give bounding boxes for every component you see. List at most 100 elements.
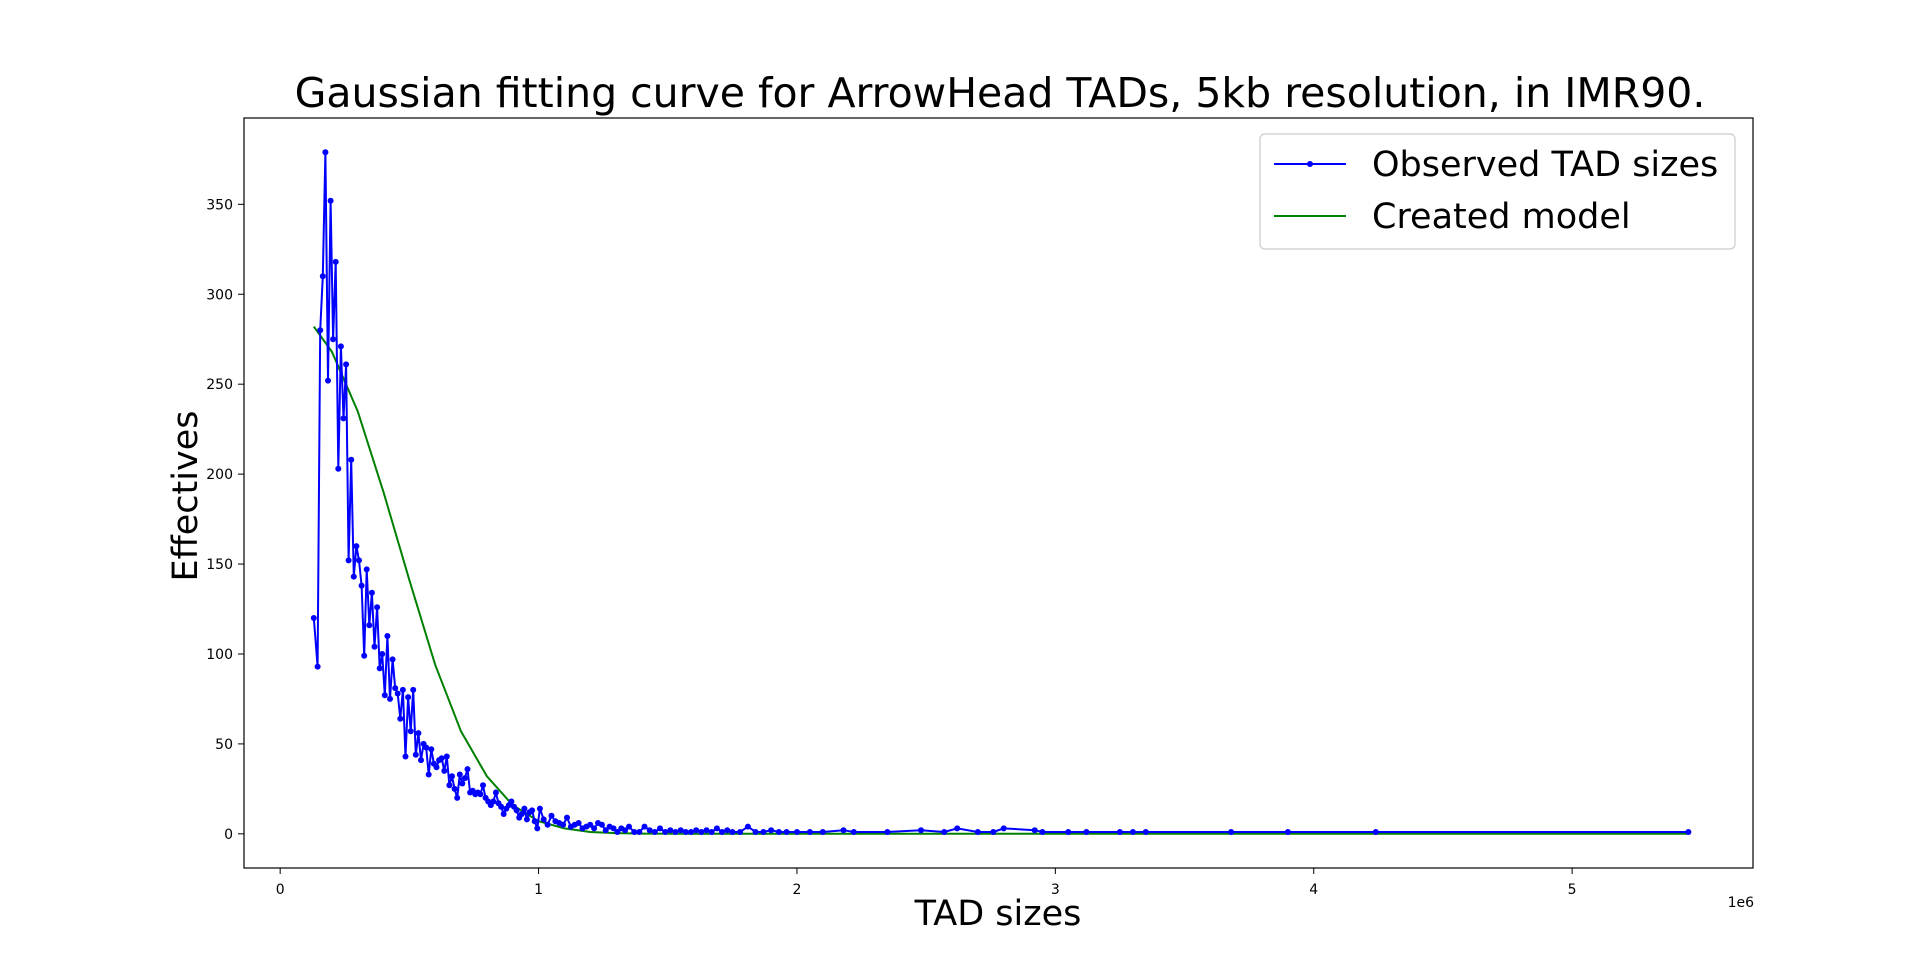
- data-point-observed: [534, 825, 541, 832]
- data-point-observed: [387, 695, 393, 702]
- x-tick-label: 0: [276, 882, 285, 898]
- data-point-observed: [508, 798, 515, 805]
- data-point-observed: [389, 656, 396, 663]
- data-point-observed: [492, 789, 499, 796]
- data-point-observed: [1039, 829, 1046, 835]
- data-point-observed: [682, 829, 689, 835]
- data-point-observed: [384, 633, 391, 639]
- data-point-observed: [418, 757, 424, 764]
- y-tick-label: 150: [206, 557, 233, 573]
- data-point-observed: [415, 730, 422, 737]
- data-point-observed: [428, 746, 435, 753]
- data-point-observed: [752, 829, 759, 835]
- data-point-observed: [363, 566, 370, 573]
- data-point-observed: [405, 694, 412, 701]
- legend-label-observed: Observed TAD sizes: [1372, 145, 1718, 185]
- data-point-observed: [646, 827, 653, 834]
- data-point-observed: [688, 829, 694, 835]
- data-point-observed: [361, 652, 368, 659]
- data-point-observed: [819, 829, 826, 835]
- data-point-observed: [544, 821, 551, 828]
- data-point-observed: [703, 827, 710, 834]
- data-point-observed: [529, 807, 536, 814]
- data-point-observed: [626, 823, 632, 830]
- data-point-observed: [631, 829, 638, 835]
- data-point-observed: [884, 829, 891, 835]
- data-point-observed: [518, 811, 525, 817]
- data-point-observed: [317, 327, 324, 334]
- data-point-observed: [1129, 829, 1136, 835]
- y-tick-label: 50: [215, 737, 233, 753]
- x-axis-offset-label: 1e6: [1728, 895, 1755, 911]
- y-tick-label: 0: [224, 827, 233, 843]
- series-line-created-model: [312, 326, 1689, 835]
- data-point-observed: [330, 336, 337, 343]
- data-point-observed: [446, 782, 453, 789]
- data-point-observed: [368, 589, 375, 596]
- data-point-observed: [441, 767, 448, 774]
- data-point-observed: [575, 820, 582, 826]
- data-point-observed: [410, 686, 417, 693]
- data-point-observed: [425, 771, 432, 778]
- data-point-observed: [423, 744, 430, 751]
- data-point-observed: [371, 643, 378, 650]
- data-point-observed: [366, 622, 373, 629]
- x-axis-label: TAD sizes: [914, 894, 1082, 934]
- data-point-observed: [536, 805, 543, 812]
- data-point-observed: [340, 415, 347, 422]
- legend-box: [1259, 133, 1736, 250]
- data-point-observed: [1083, 829, 1090, 835]
- data-point-observed: [376, 665, 383, 672]
- data-point-observed: [610, 825, 617, 832]
- x-tick-label: 4: [1309, 882, 1318, 898]
- data-point-observed: [498, 803, 505, 810]
- data-point-observed: [729, 829, 736, 835]
- data-point-observed: [657, 825, 663, 832]
- data-point-observed: [783, 829, 790, 835]
- data-point-observed: [587, 821, 594, 828]
- legend-label-model: Created model: [1372, 197, 1631, 237]
- data-point-observed: [335, 465, 342, 472]
- data-point-observed: [513, 807, 520, 814]
- data-point-observed: [477, 791, 484, 798]
- x-tick-label: 5: [1568, 882, 1577, 898]
- legend: Observed TAD sizes Created model: [1259, 133, 1736, 250]
- data-point-observed: [548, 812, 555, 819]
- data-point-observed: [480, 782, 486, 789]
- data-point-observed: [724, 827, 731, 834]
- data-point-observed: [397, 715, 404, 722]
- data-point-observed: [490, 798, 497, 805]
- data-point-observed: [464, 766, 471, 773]
- data-point-observed: [332, 258, 339, 265]
- data-point-observed: [399, 686, 406, 693]
- data-point-observed: [322, 149, 329, 156]
- data-point-observed: [345, 557, 352, 564]
- y-tick-label: 200: [206, 467, 233, 483]
- data-point-observed: [443, 753, 450, 760]
- data-point-observed: [540, 816, 547, 823]
- y-tick-label: 300: [206, 287, 233, 303]
- data-point-observed: [698, 829, 705, 835]
- y-axis-label: Effectives: [166, 411, 206, 582]
- data-point-observed: [1142, 829, 1149, 835]
- data-point-observed: [641, 823, 648, 830]
- data-point-observed: [394, 690, 401, 697]
- data-point-observed: [459, 780, 466, 787]
- data-point-observed: [560, 821, 567, 828]
- data-point-observed: [325, 377, 331, 384]
- data-point-observed: [744, 823, 751, 830]
- data-point-observed: [713, 825, 720, 832]
- data-point-observed: [1372, 829, 1379, 835]
- data-point-observed: [1685, 829, 1692, 835]
- y-tick-label: 350: [206, 197, 233, 213]
- data-point-observed: [1116, 829, 1123, 835]
- chart-title: Gaussian fitting curve for ArrowHead TAD…: [295, 69, 1706, 117]
- data-point-observed: [708, 829, 715, 835]
- data-point-observed: [348, 456, 355, 463]
- data-point-observed: [327, 197, 334, 204]
- data-point-observed: [651, 829, 658, 835]
- data-point-observed: [412, 751, 419, 758]
- data-point-observed: [1000, 825, 1007, 832]
